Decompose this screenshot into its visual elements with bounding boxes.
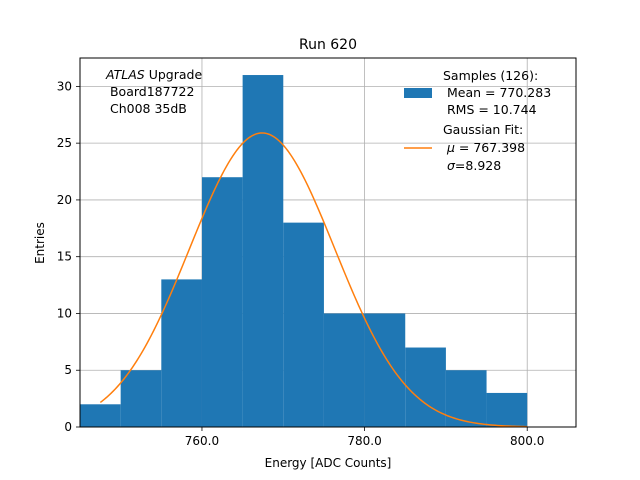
- histogram-bar: [486, 392, 528, 427]
- histogram-bar: [283, 222, 324, 427]
- y-tick-label: 30: [57, 79, 72, 93]
- legend-sigma-value: =8.928: [455, 158, 501, 173]
- legend: Samples (126): Mean = 770.283 RMS = 10.7…: [404, 68, 551, 173]
- axis-ticks: 760.0 780.0 800.0 0 5 10 15 20 25 30: [57, 79, 545, 448]
- histogram-bar: [120, 370, 162, 427]
- legend-mu-symbol: μ: [446, 140, 455, 155]
- x-tick-label: 780.0: [347, 434, 381, 448]
- x-tick-label: 760.0: [185, 434, 219, 448]
- legend-fit-title: Gaussian Fit:: [443, 122, 523, 137]
- y-tick-label: 15: [57, 250, 72, 264]
- axes-frame: [79, 57, 577, 428]
- legend-samples-rms: RMS = 10.744: [443, 102, 537, 117]
- legend-samples-title: Samples (126):: [443, 68, 538, 83]
- histogram-bar: [242, 75, 284, 428]
- annotation-line-2: Board187722: [106, 84, 194, 99]
- histogram-bar: [201, 177, 243, 427]
- gaussian-fit-curve: [99, 132, 528, 428]
- histogram-bar: [405, 347, 446, 427]
- histogram-bar: [161, 279, 202, 427]
- y-axis-label: Entries: [33, 222, 47, 264]
- y-tick-label: 20: [57, 193, 72, 207]
- histogram-bar: [80, 404, 121, 427]
- gaussian-fit: [99, 132, 528, 428]
- annotation-line-3: Ch008 35dB: [106, 101, 187, 116]
- histogram-bar: [445, 370, 487, 427]
- annotation-line-1: ATLAS Upgrade: [105, 67, 202, 82]
- legend-fit-sigma: σ=8.928: [443, 158, 501, 173]
- atlas-annotation: ATLAS Upgrade Board187722 Ch008 35dB: [105, 67, 202, 116]
- y-tick-label: 0: [64, 420, 72, 434]
- x-tick-label: 800.0: [510, 434, 544, 448]
- legend-samples-mean: Mean = 770.283: [443, 85, 551, 100]
- histogram-bars: [80, 75, 528, 428]
- chart-title: Run 620: [299, 37, 357, 53]
- x-axis-label: Energy [ADC Counts]: [265, 456, 392, 470]
- legend-samples-swatch: [404, 88, 432, 98]
- legend-fit-mu: μ = 767.398: [443, 140, 525, 155]
- annotation-atlas: ATLAS: [105, 67, 145, 82]
- y-tick-label: 25: [57, 136, 72, 150]
- y-tick-label: 10: [57, 306, 72, 320]
- histogram-bar: [323, 313, 365, 427]
- legend-sigma-symbol: σ: [447, 158, 456, 173]
- y-tick-label: 5: [64, 363, 72, 377]
- legend-mu-value: = 767.398: [455, 140, 525, 155]
- annotation-upgrade: Upgrade: [145, 67, 203, 82]
